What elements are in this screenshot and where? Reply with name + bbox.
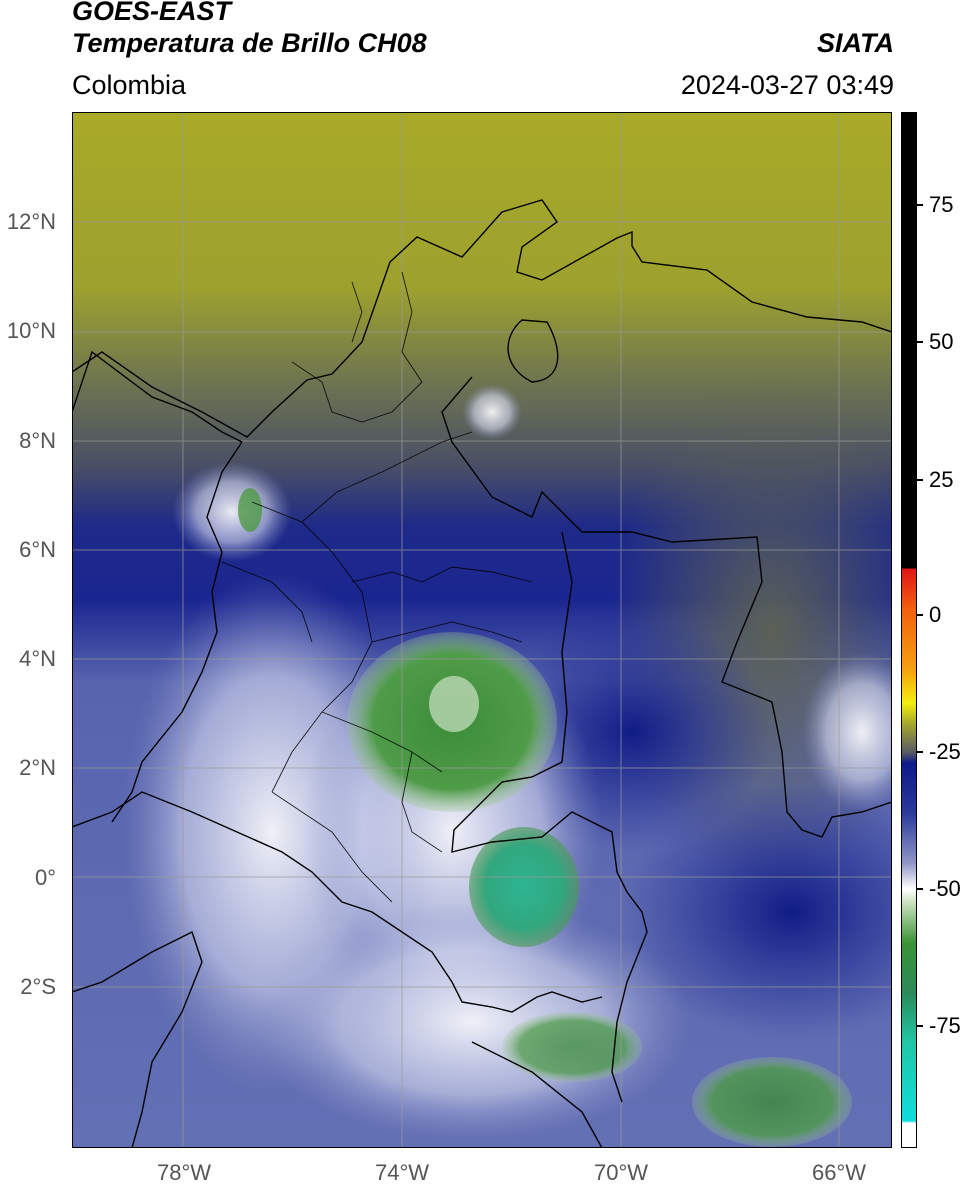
lon-tick-label: 66°W [811,1160,867,1185]
brazil-peru-border [471,1041,603,1148]
colorbar-tick [917,888,923,890]
colombia-brazil-border [451,531,648,1103]
colorbar-tick [917,614,923,616]
datetime-label: 2024-03-27 03:49 [680,70,894,100]
lat-tick-label: 0° [34,865,56,890]
cloud-green-se [502,1012,642,1082]
cloud-white-south [252,902,692,1142]
colorbar-label: 50 [929,329,954,354]
graticule [72,112,892,1148]
colombia-venezuela-border [441,376,892,838]
ecuador-peru-inner [72,931,203,1148]
lon-tick-label: 74°W [374,1160,430,1185]
pacific-coast [111,441,243,823]
agency-label: SIATA [817,28,894,58]
cloud-green-hole [429,676,479,732]
caribbean-coastline [72,199,892,438]
lat-tick-label: 2°N [19,755,56,780]
colorbar-tick [917,204,923,206]
satellite-map [72,112,892,1148]
colombia-peru-ecuador-border [72,791,603,1013]
colorbar-label: 25 [929,467,954,492]
colorbar [901,112,917,1148]
satellite-title: GOES-EAST [72,0,232,26]
cloud-white-east [802,652,892,812]
colorbar-tick [917,341,923,343]
region-label: Colombia [72,70,187,100]
colorbar-label: 0 [929,602,942,627]
colorbar-label: 75 [929,192,954,217]
colorbar-label: -50 [929,876,961,901]
lat-tick-label: 10°N [6,318,56,343]
department-borders [221,271,533,903]
cloud-teal-south [469,827,579,947]
cloud-white-northwest [172,462,292,562]
lat-tick-label: 6°N [19,537,56,562]
colorbar-tick [917,751,923,753]
navy-band-east [622,782,892,1042]
colorbar-label: -75 [929,1013,961,1038]
maracaibo-lake [507,319,559,383]
colorbar-label: -25 [929,739,961,764]
lon-tick-label: 70°W [593,1160,649,1185]
lat-tick-label: 2°S [20,974,56,999]
cloud-green-nw [238,488,262,532]
lat-tick-label: 12°N [6,209,56,234]
product-title: Temperatura de Brillo CH08 [72,28,427,58]
colorbar-tick [917,1025,923,1027]
colorbar-tick [917,479,923,481]
panama-coast [72,350,243,443]
country-borders [72,199,892,1148]
lat-tick-label: 4°N [19,646,56,671]
cloud-white-catatumbo [462,384,522,440]
lat-tick-label: 8°N [19,428,56,453]
cloud-green-far-se [692,1057,852,1147]
lon-tick-label: 78°W [156,1160,212,1185]
